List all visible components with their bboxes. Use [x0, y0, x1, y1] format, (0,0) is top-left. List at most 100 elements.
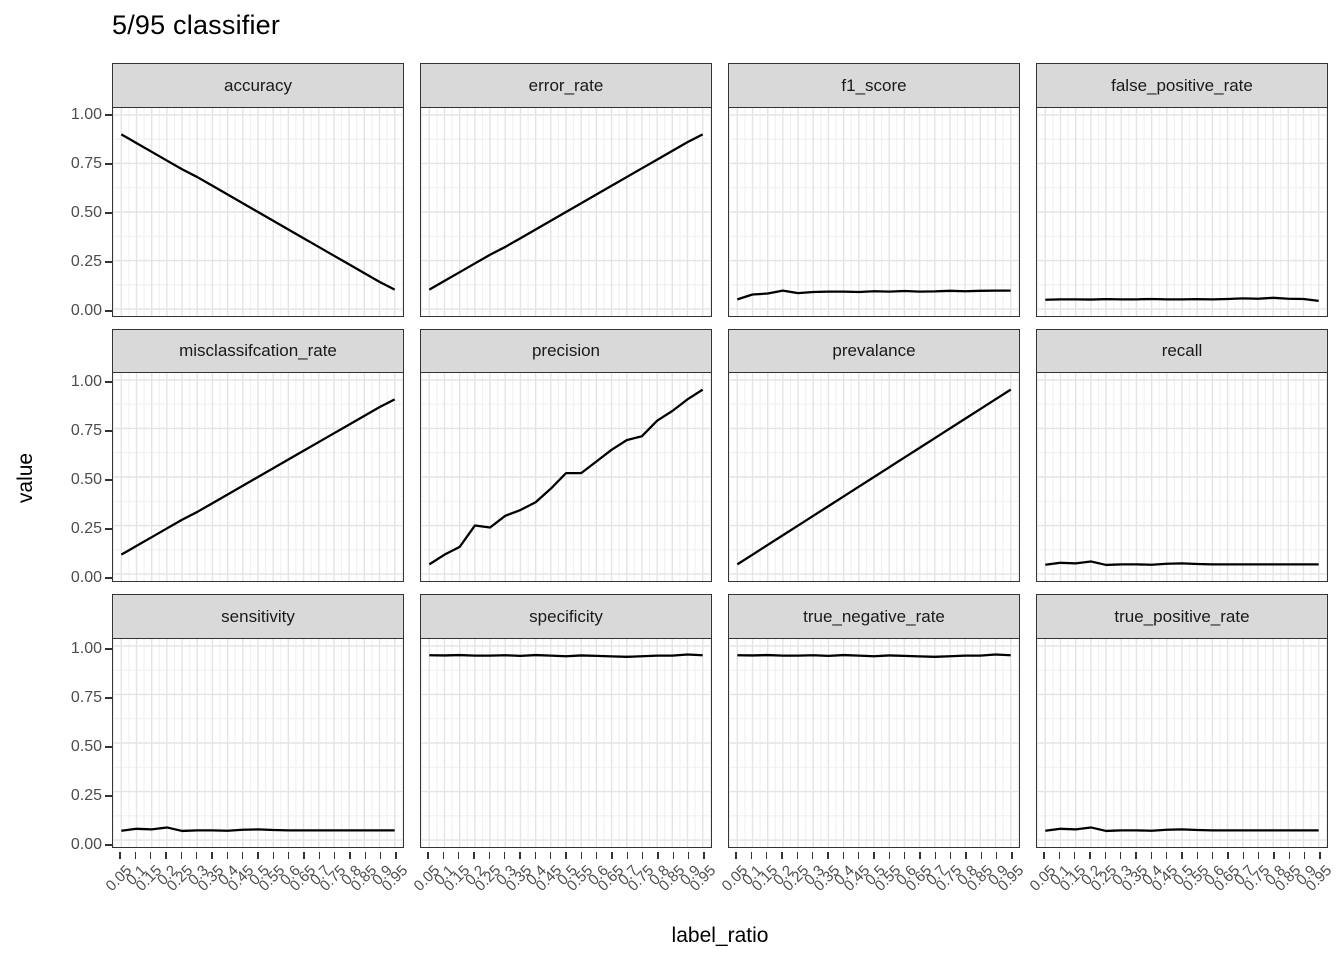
x-axis-tick [1073, 852, 1076, 859]
y-axis-tick [105, 212, 112, 214]
facet-strip: error_rate [420, 63, 712, 108]
facet-panel [112, 372, 404, 583]
y-tick-label: 0.25 [70, 253, 102, 270]
x-axis-tick [241, 852, 244, 859]
x-axis-tick [149, 852, 152, 859]
y-axis-tick [105, 261, 112, 263]
facet-misclassifcation_rate: misclassifcation_rate [112, 328, 404, 583]
x-axis-tick [1058, 852, 1061, 859]
y-axis-tick [105, 310, 112, 312]
x-axis-tick [1181, 852, 1183, 859]
facet-strip-label: misclassifcation_rate [179, 341, 337, 361]
facet-strip-label: error_rate [528, 75, 604, 95]
x-axis-tick [333, 852, 336, 859]
x-axis-tick [765, 852, 768, 859]
x-axis-tick [672, 852, 675, 859]
x-axis-tick [1119, 852, 1122, 859]
x-axis-tick [595, 852, 598, 859]
x-axis-tick [226, 852, 229, 859]
x-axis-tick [1104, 852, 1107, 859]
facet-panel [112, 637, 404, 848]
facet-panel [420, 637, 712, 848]
line-series [1045, 560, 1319, 567]
y-tick-label: 0.50 [70, 204, 102, 221]
facet-strip: accuracy [112, 63, 404, 108]
x-axis-tick [919, 852, 921, 859]
x-axis-tick [195, 852, 198, 859]
x-axis-tick [165, 852, 167, 859]
y-tick-label: 1.00 [70, 106, 102, 123]
x-axis-tick [349, 852, 351, 859]
facet-panel [728, 372, 1020, 583]
y-tick-label: 0.00 [70, 836, 102, 853]
x-axis-tick [395, 852, 397, 859]
facet-error_rate: error_rate [420, 63, 712, 317]
y-axis-tick [105, 430, 112, 432]
y-tick-label: 0.75 [70, 422, 102, 439]
facet-accuracy: accuracy [112, 63, 404, 317]
x-axis-tick [457, 852, 460, 859]
y-axis-tick [105, 795, 112, 797]
x-axis-tick [735, 852, 737, 859]
y-axis-tick [105, 528, 112, 530]
facet-strip: recall [1036, 328, 1328, 374]
line-series [120, 398, 396, 556]
x-axis-tick [1303, 852, 1306, 859]
x-axis-tick [641, 852, 644, 859]
x-axis-tick [1150, 852, 1153, 859]
facet-panel [728, 106, 1020, 317]
x-axis-tick [888, 852, 891, 859]
facet-strip: prevalance [728, 328, 1020, 374]
x-axis-tick [1089, 852, 1091, 859]
line-series [121, 826, 395, 832]
x-axis-tick [1135, 852, 1137, 859]
facet-sensitivity: sensitivity [112, 594, 404, 848]
facet-strip-label: false_positive_rate [1111, 75, 1253, 95]
x-axis-tick [873, 852, 875, 859]
x-axis-tick [626, 852, 629, 859]
y-tick-label: 0.00 [70, 302, 102, 319]
x-axis-tick [903, 852, 906, 859]
x-axis-tick [949, 852, 952, 859]
x-axis-tick [364, 852, 367, 859]
x-axis-tick [134, 852, 137, 859]
x-axis-tick [427, 852, 429, 859]
x-axis-tick [1257, 852, 1260, 859]
x-axis-tick [857, 852, 860, 859]
x-axis-tick [1011, 852, 1013, 859]
facet-strip: specificity [420, 594, 712, 640]
line-series [428, 388, 704, 566]
x-axis-tick [980, 852, 983, 859]
x-axis-tick [1288, 852, 1291, 859]
x-axis-tick [611, 852, 613, 859]
x-axis-tick [1273, 852, 1275, 859]
x-axis-tick [211, 852, 213, 859]
x-axis-tick [1319, 852, 1321, 859]
y-tick-label: 0.50 [70, 471, 102, 488]
y-tick-label: 0.75 [70, 689, 102, 706]
x-axis-tick [995, 852, 998, 859]
x-axis-tick [1043, 852, 1045, 859]
facet-panel [112, 106, 404, 317]
line-series [736, 289, 1011, 301]
x-axis-tick [1242, 852, 1245, 859]
x-axis-tick [827, 852, 829, 859]
facet-panel [1036, 106, 1328, 317]
facet-panel [420, 106, 712, 317]
line-series [736, 388, 1012, 566]
x-axis-tick [503, 852, 506, 859]
y-axis-tick [105, 163, 112, 165]
facet-strip-label: true_positive_rate [1114, 606, 1250, 626]
y-axis-tick [105, 479, 112, 481]
x-axis-tick [473, 852, 475, 859]
y-tick-label: 0.75 [70, 155, 102, 172]
x-axis-tick [781, 852, 783, 859]
facet-strip-label: recall [1161, 341, 1203, 361]
line-series [737, 653, 1011, 658]
x-axis-tick [534, 852, 537, 859]
y-axis-title: value [14, 452, 37, 504]
facet-strip-label: prevalance [832, 341, 916, 361]
y-tick-label: 0.50 [70, 738, 102, 755]
x-axis-title: label_ratio [671, 924, 769, 947]
facet-panel [1036, 372, 1328, 583]
